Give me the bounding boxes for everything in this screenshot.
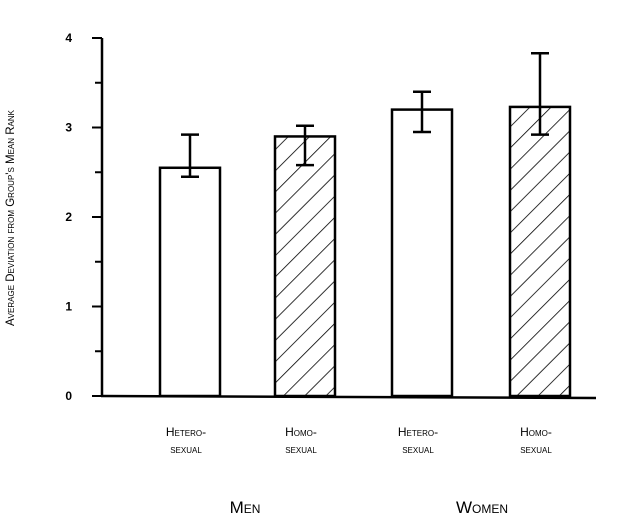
group-label: Men — [230, 498, 261, 517]
y-axis-label: Average Deviation from Group's Mean Rank — [5, 109, 17, 326]
y-tick-label: 4 — [65, 31, 72, 45]
y-tick-label: 2 — [65, 210, 72, 224]
category-label: sexual — [170, 442, 202, 456]
category-label: Homo- — [285, 425, 317, 439]
error-bars — [181, 51, 549, 178]
bar — [390, 108, 454, 398]
category-label: sexual — [520, 442, 552, 456]
bar — [508, 105, 572, 398]
category-labels: Hetero-sexual Homo-sexual Hetero-sexual Hom… — [166, 425, 552, 517]
y-tick-label: 1 — [65, 300, 72, 314]
category-label: sexual — [402, 442, 434, 456]
group-label: Women — [456, 498, 508, 517]
category-label: sexual — [285, 442, 317, 456]
y-tick-label: 0 — [65, 389, 72, 403]
category-label: Hetero- — [166, 425, 206, 439]
bars — [158, 105, 572, 398]
y-tick-label: 3 — [65, 121, 72, 135]
bar — [273, 135, 337, 398]
category-label: Homo- — [520, 425, 552, 439]
bar — [158, 166, 222, 398]
category-label: Hetero- — [398, 425, 438, 439]
